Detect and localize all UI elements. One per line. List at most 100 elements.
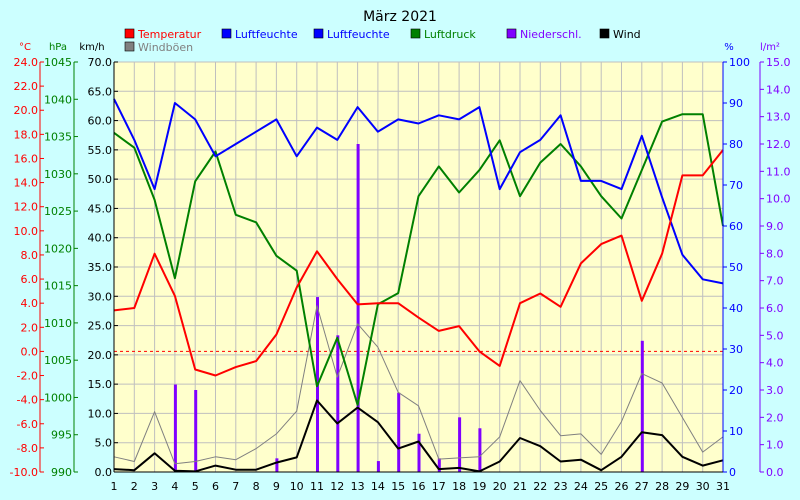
pressure-tick-label: 1025 (44, 205, 72, 218)
x-tick-label: 4 (171, 480, 178, 493)
precipitation-tick-label: 14.0 (766, 83, 791, 96)
temperature-tick-label: -4.0 (17, 394, 38, 407)
temperature-tick-label: -10.0 (10, 466, 38, 479)
precipitation-tick-label: 5.0 (766, 329, 784, 342)
temperature-tick-label: -2.0 (17, 370, 38, 383)
x-tick-label: 1 (111, 480, 118, 493)
precipitation-tick-label: 1.0 (766, 439, 784, 452)
wind-tick-label: 25.0 (88, 320, 113, 333)
temperature-tick-label: 14.0 (14, 177, 39, 190)
pressure-tick-label: 1010 (44, 317, 72, 330)
precipitation-bar (376, 461, 380, 472)
pressure-tick-label: 995 (51, 429, 72, 442)
x-tick-label: 2 (131, 480, 138, 493)
x-tick-label: 20 (493, 480, 507, 493)
pressure-tick-label: 1005 (44, 354, 72, 367)
precipitation-tick-label: 8.0 (766, 247, 784, 260)
x-tick-label: 8 (253, 480, 260, 493)
x-tick-label: 5 (192, 480, 199, 493)
temperature-tick-label: 20.0 (14, 104, 39, 117)
x-tick-label: 25 (594, 480, 608, 493)
precipitation-tick-label: 13.0 (766, 111, 791, 124)
x-tick-label: 17 (432, 480, 446, 493)
wind-tick-label: 65.0 (88, 85, 113, 98)
temperature-tick-label: 4.0 (21, 297, 39, 310)
precipitation-tick-label: 0.0 (766, 466, 784, 479)
precipitation-tick-label: 2.0 (766, 411, 784, 424)
axis-label-humidity: % (724, 42, 734, 53)
humidity-tick-label: 60 (729, 220, 743, 233)
axis-label-temperature: °C (19, 42, 31, 53)
wind-tick-label: 0.0 (95, 466, 113, 479)
x-tick-label: 26 (615, 480, 629, 493)
x-tick-label: 15 (391, 480, 405, 493)
x-tick-label: 16 (412, 480, 426, 493)
wind-tick-label: 55.0 (88, 144, 113, 157)
x-tick-label: 28 (655, 480, 669, 493)
x-tick-label: 7 (232, 480, 239, 493)
humidity-tick-label: 50 (729, 261, 743, 274)
precipitation-bar (356, 144, 360, 472)
precipitation-tick-label: 12.0 (766, 138, 791, 151)
x-tick-label: 9 (273, 480, 280, 493)
precipitation-bar (173, 384, 177, 472)
precipitation-bar (275, 458, 279, 472)
precipitation-bar (458, 417, 462, 472)
humidity-tick-label: 100 (729, 56, 750, 69)
precipitation-tick-label: 4.0 (766, 357, 784, 370)
x-tick-label: 24 (574, 480, 588, 493)
x-tick-label: 29 (675, 480, 689, 493)
wind-tick-label: 20.0 (88, 349, 113, 362)
pressure-tick-label: 1020 (44, 242, 72, 255)
precipitation-bar (336, 335, 340, 472)
legend-swatch (124, 41, 135, 52)
tick-labels: 24.022.020.018.016.014.012.010.08.06.04.… (10, 56, 791, 493)
pressure-tick-label: 1030 (44, 168, 72, 181)
temperature-tick-label: 0.0 (21, 345, 39, 358)
pressure-tick-label: 1045 (44, 56, 72, 69)
series-line-windben (113, 305, 724, 465)
wind-tick-label: 60.0 (88, 115, 113, 128)
x-tick-label: 19 (472, 480, 486, 493)
legend-label: Luftfeuchte (327, 28, 390, 41)
humidity-tick-label: 90 (729, 97, 743, 110)
precipitation-tick-label: 3.0 (766, 384, 784, 397)
legend: Temperatur Luftfeuchte Luftfeuchte Luftdruc… (124, 28, 641, 54)
precipitation-bar (437, 458, 441, 472)
x-tick-label: 27 (635, 480, 649, 493)
temperature-tick-label: 12.0 (14, 201, 39, 214)
x-tick-label: 31 (716, 480, 730, 493)
pressure-tick-label: 990 (51, 466, 72, 479)
legend-swatch (124, 28, 135, 39)
temperature-tick-label: -8.0 (17, 442, 38, 455)
series-line-luftdruck (113, 113, 724, 406)
precipitation-bar (397, 392, 401, 472)
precipitation-bar (194, 390, 198, 472)
series-line-temperatur (113, 149, 724, 377)
humidity-tick-label: 20 (729, 384, 743, 397)
precipitation-tick-label: 11.0 (766, 165, 791, 178)
pressure-tick-label: 1000 (44, 391, 72, 404)
precipitation-tick-label: 9.0 (766, 220, 784, 233)
humidity-tick-label: 40 (729, 302, 743, 315)
x-tick-label: 3 (151, 480, 158, 493)
legend-swatch (506, 28, 517, 39)
temperature-tick-label: 24.0 (14, 56, 39, 69)
temperature-tick-label: 8.0 (21, 249, 39, 262)
legend-label: Temperatur (137, 28, 202, 41)
legend-swatch (313, 28, 324, 39)
x-tick-label: 12 (330, 480, 344, 493)
legend-label: Wind (613, 28, 641, 41)
x-tick-label: 13 (351, 480, 365, 493)
axis-label-wind: km/h (79, 42, 104, 53)
wind-tick-label: 35.0 (88, 261, 113, 274)
axis-label-pressure: hPa (49, 42, 67, 53)
pressure-tick-label: 1035 (44, 131, 72, 144)
x-tick-label: 10 (290, 480, 304, 493)
x-tick-label: 22 (533, 480, 547, 493)
precipitation-bar (640, 340, 644, 472)
precipitation-tick-label: 15.0 (766, 56, 791, 69)
precipitation-bar (417, 433, 421, 472)
axis-label-precipitation: l/m² (760, 42, 780, 53)
